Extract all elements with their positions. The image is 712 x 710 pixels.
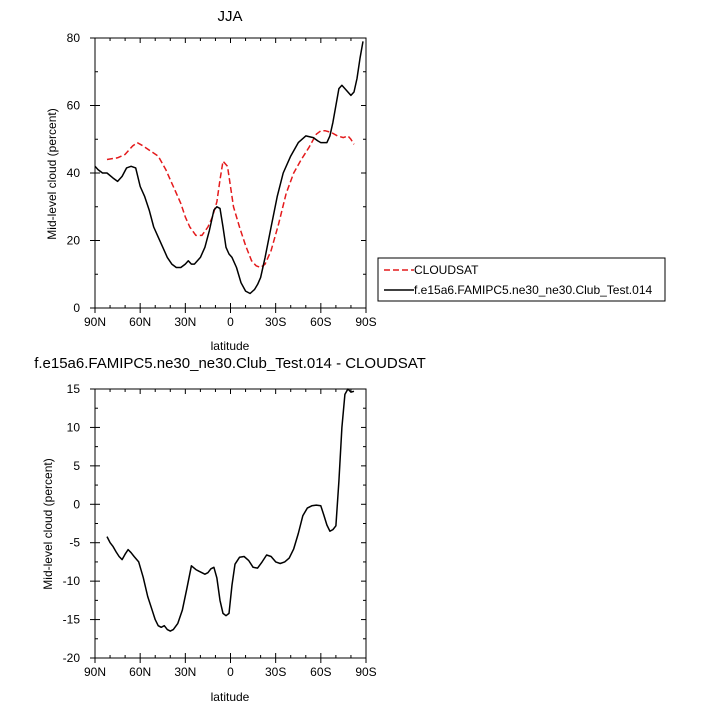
top-x-tick-label: 30N (174, 315, 196, 329)
top-series-line-model (94, 41, 364, 295)
legend-label-model: f.e15a6.FAMIPC5.ne30_ne30.Club_Test.014 (414, 283, 652, 297)
top-x-tick-label: 30S (265, 315, 286, 329)
top-series-line-cloudsat (106, 130, 355, 269)
bottom-series-line-difference (106, 388, 355, 632)
bottom-y-tick-label: -15 (63, 613, 81, 627)
bottom-panel: f.e15a6.FAMIPC5.ne30_ne30.Club_Test.014 … (34, 355, 426, 704)
top-y-tick-label: 40 (67, 166, 81, 180)
top-y-tick-label: 80 (67, 31, 81, 45)
bottom-x-tick-label: 30N (174, 665, 196, 679)
bottom-y-tick-label: 15 (67, 382, 81, 396)
top-x-axis-label: latitude (211, 339, 250, 353)
bottom-x-tick-label: 0 (227, 665, 234, 679)
top-x-tick-label: 60S (310, 315, 331, 329)
bottom-y-axis-label: Mid-level cloud (percent) (41, 458, 55, 589)
top-plot-frame (94, 37, 367, 309)
bottom-x-tick-label: 90N (84, 665, 106, 679)
top-y-tick-label: 20 (67, 234, 81, 248)
bottom-plot-frame (94, 388, 367, 659)
top-panel: JJA latitude Mid-level cloud (percent) 9… (45, 8, 377, 353)
top-x-tick-label: 0 (227, 315, 234, 329)
bottom-y-tick-label: -5 (69, 536, 80, 550)
bottom-y-tick-label: 0 (73, 497, 80, 511)
bottom-y-tick-label: -20 (63, 651, 81, 665)
bottom-x-tick-label: 90S (355, 665, 376, 679)
bottom-y-tick-label: 10 (67, 420, 81, 434)
bottom-x-tick-label: 60N (129, 665, 151, 679)
top-y-tick-label: 60 (67, 99, 81, 113)
legend-box (377, 257, 666, 302)
top-y-tick-label: 0 (73, 301, 80, 315)
bottom-x-tick-label: 60S (310, 665, 331, 679)
bottom-x-tick-label: 30S (265, 665, 286, 679)
top-x-tick-label: 60N (129, 315, 151, 329)
bottom-chart-title: f.e15a6.FAMIPC5.ne30_ne30.Club_Test.014 … (34, 355, 426, 372)
bottom-x-axis-label: latitude (211, 690, 250, 704)
top-y-axis-label: Mid-level cloud (percent) (45, 108, 59, 239)
legend-label-cloudsat: CLOUDSAT (414, 263, 479, 277)
top-x-tick-label: 90S (355, 315, 376, 329)
bottom-y-tick-label: -10 (63, 574, 81, 588)
bottom-y-tick-label: 5 (73, 459, 80, 473)
legend: CLOUDSAT f.e15a6.FAMIPC5.ne30_ne30.Club_… (377, 257, 666, 302)
top-x-tick-label: 90N (84, 315, 106, 329)
top-chart-title: JJA (217, 8, 242, 25)
